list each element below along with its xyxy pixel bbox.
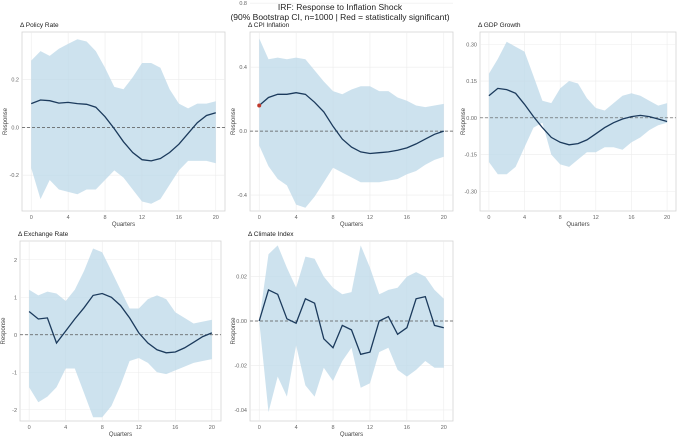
x-tick-label: 0 <box>258 215 261 221</box>
confidence-band <box>259 245 444 413</box>
x-tick-label: 20 <box>441 425 447 431</box>
x-tick-label: 16 <box>404 425 410 431</box>
y-tick-label: 0.15 <box>466 79 477 85</box>
x-tick-label: 20 <box>441 215 447 221</box>
figure-title: IRF: Response to Inflation Shock <box>277 2 403 12</box>
x-tick-label: 12 <box>367 425 373 431</box>
panel-title: Δ GDP Growth <box>478 22 521 29</box>
y-tick-label: 0.2 <box>11 78 19 84</box>
confidence-band <box>31 39 216 204</box>
y-tick-label: 0.0 <box>11 125 19 131</box>
x-tick-label: 20 <box>209 425 215 431</box>
chart-panel-2: 0 4 8 12 16 20 -0.4 0.0 0.4 0.8 Δ CPI Inflation Qua… <box>231 1 454 228</box>
y-tick-label: 0.4 <box>239 65 247 71</box>
confidence-band <box>259 38 444 208</box>
x-tick-label: 4 <box>67 215 70 221</box>
y-tick-label: -0.04 <box>234 408 247 414</box>
y-tick-label: -0.02 <box>234 363 247 369</box>
chart-panel-5: 0 4 8 12 16 20 -0.04 -0.02 0.00 0.02 Δ Climate Ind… <box>231 231 454 437</box>
x-axis-label: Quarters <box>340 432 363 437</box>
confidence-band <box>488 41 668 175</box>
x-tick-label: 16 <box>628 215 634 221</box>
x-tick-label: 0 <box>28 425 31 431</box>
x-tick-label: 8 <box>332 425 335 431</box>
y-tick-label: 0.00 <box>466 116 477 122</box>
significant-point <box>257 103 262 108</box>
x-tick-label: 4 <box>295 425 298 431</box>
y-axis-label: Response <box>231 317 237 345</box>
panel-title: Δ CPI Inflation <box>248 22 290 29</box>
x-tick-label: 20 <box>664 215 670 221</box>
x-axis-label: Quarters <box>340 222 363 228</box>
x-tick-label: 20 <box>213 215 219 221</box>
irf-line <box>258 92 445 155</box>
y-tick-label: 0.30 <box>466 42 477 48</box>
x-tick-label: 12 <box>593 215 599 221</box>
x-tick-label: 8 <box>559 215 562 221</box>
y-tick-label: -1 <box>12 370 17 376</box>
x-tick-label: 4 <box>295 215 298 221</box>
x-tick-label: 16 <box>172 425 178 431</box>
y-tick-label: 0.02 <box>236 275 247 281</box>
y-tick-label: 0.8 <box>239 1 247 7</box>
irf-line <box>28 292 213 354</box>
irf-line <box>488 87 668 146</box>
y-tick-label: -0.15 <box>464 153 477 159</box>
x-tick-label: 4 <box>64 425 67 431</box>
x-tick-label: 8 <box>332 215 335 221</box>
x-tick-label: 16 <box>176 215 182 221</box>
y-tick-label: 0.00 <box>236 319 247 325</box>
x-tick-label: 4 <box>523 215 526 221</box>
y-axis-label: Response <box>231 107 237 135</box>
x-axis-label: Quarters <box>109 432 132 437</box>
y-tick-label: -0.4 <box>238 193 247 199</box>
figure-subtitle: (90% Bootstrap CI, n=1000 | Red = statis… <box>230 12 450 22</box>
y-tick-label: -0.2 <box>10 173 19 179</box>
x-tick-label: 12 <box>367 215 373 221</box>
x-tick-label: 0 <box>30 215 33 221</box>
y-axis-label: Response <box>3 107 9 135</box>
x-tick-label: 8 <box>104 215 107 221</box>
confidence-band <box>29 248 212 418</box>
x-tick-label: 16 <box>404 215 410 221</box>
x-tick-label: 0 <box>487 215 490 221</box>
x-tick-label: 0 <box>258 425 261 431</box>
y-axis-label: Response <box>461 107 467 135</box>
chart-panel-3: 0 4 8 12 16 20 -0.30 -0.15 0.00 0.15 0.30 Δ GDP Gro… <box>461 22 677 228</box>
x-axis-label: Quarters <box>566 222 589 228</box>
x-tick-label: 12 <box>136 425 142 431</box>
panel-title: Δ Policy Rate <box>20 22 59 29</box>
y-tick-label: 0 <box>14 333 17 339</box>
irf-line <box>30 99 216 162</box>
x-axis-label: Quarters <box>112 222 135 228</box>
panel-title: Δ Exchange Rate <box>18 231 69 238</box>
y-tick-label: 2 <box>14 258 17 264</box>
y-tick-label: 1 <box>14 295 17 301</box>
panel-title: Δ Climate Index <box>248 231 294 238</box>
irf-line <box>258 288 444 356</box>
x-tick-label: 8 <box>101 425 104 431</box>
x-tick-label: 12 <box>139 215 145 221</box>
y-axis-label: Response <box>1 317 7 345</box>
y-tick-label: -0.30 <box>464 189 477 195</box>
chart-panel-1: 0 4 8 12 16 20 -0.2 0.0 0.2 Δ Policy Rate Quarters… <box>3 22 226 228</box>
y-tick-label: -2 <box>12 408 17 414</box>
y-tick-label: 0.0 <box>239 129 247 135</box>
